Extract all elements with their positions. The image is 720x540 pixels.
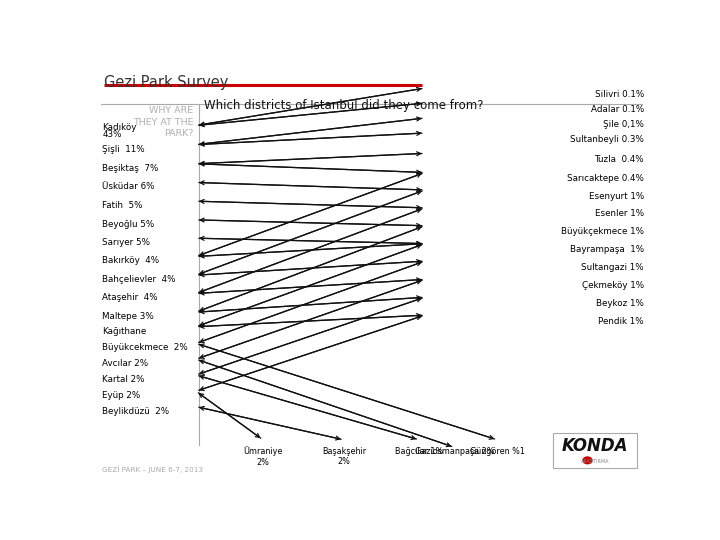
Text: Ataşehir  4%: Ataşehir 4% [102,294,158,302]
Text: Şişli  11%: Şişli 11% [102,145,145,154]
Text: Sarıyer 5%: Sarıyer 5% [102,238,150,247]
Text: KONDA: KONDA [562,437,629,455]
Text: Başakşehir
2%: Başakşehir 2% [322,447,366,466]
Text: Tuzla  0.4%: Tuzla 0.4% [595,155,644,164]
Text: ARAŞTIRMA: ARAŞTIRMA [581,458,609,463]
Text: Avcılar 2%: Avcılar 2% [102,359,148,368]
Text: Büyükcekmece  2%: Büyükcekmece 2% [102,343,188,353]
Text: Beşiktaş  7%: Beşiktaş 7% [102,164,158,173]
Text: WHY ARE
THEY AT THE
PARK?: WHY ARE THEY AT THE PARK? [132,106,193,138]
Text: GEZİ PARK – JUNE 6-7, 2013: GEZİ PARK – JUNE 6-7, 2013 [102,465,203,472]
Text: Bakırköy  4%: Bakırköy 4% [102,256,159,266]
FancyBboxPatch shape [553,433,637,468]
Text: Which districts of Istanbul did they come from?: Which districts of Istanbul did they com… [204,99,484,112]
Text: Sultanbeyli 0.3%: Sultanbeyli 0.3% [570,134,644,144]
Text: Fatih  5%: Fatih 5% [102,201,143,210]
Text: Gaziosmanpaşa 2%: Gaziosmanpaşa 2% [415,447,494,456]
Text: Sultangazi 1%: Sultangazi 1% [582,263,644,272]
Text: Güngören %1: Güngören %1 [470,447,525,456]
Text: Kadıköy: Kadıköy [102,123,137,132]
Circle shape [583,457,592,464]
Text: Pendik 1%: Pendik 1% [598,317,644,326]
Text: Silivri 0.1%: Silivri 0.1% [595,90,644,99]
Text: Bayrampаşa  1%: Bayrampаşa 1% [570,245,644,254]
Text: 43%: 43% [102,131,122,139]
Text: Eyüp 2%: Eyüp 2% [102,391,140,400]
Text: Büyükçekmece 1%: Büyükçekmece 1% [561,227,644,237]
Text: Kağıthane: Kağıthane [102,327,147,336]
Text: Üsküdar 6%: Üsküdar 6% [102,183,155,192]
Text: Beylikdüzü  2%: Beylikdüzü 2% [102,407,169,416]
Text: Bahçelievler  4%: Bahçelievler 4% [102,275,176,284]
Text: Beykoz 1%: Beykoz 1% [596,299,644,308]
Text: Gezi Park Survey: Gezi Park Survey [104,75,228,90]
Text: Sarıcaktepe 0.4%: Sarıcaktepe 0.4% [567,174,644,183]
Text: Beyоğlu 5%: Beyоğlu 5% [102,220,155,229]
Text: Çekmeköy 1%: Çekmeköy 1% [582,281,644,290]
Text: Şile 0,1%: Şile 0,1% [603,120,644,129]
Text: Kartal 2%: Kartal 2% [102,375,145,384]
Text: Adalar 0.1%: Adalar 0.1% [591,105,644,114]
Text: Esenler 1%: Esenler 1% [595,210,644,219]
Text: Esenyurt 1%: Esenyurt 1% [589,192,644,201]
Text: Bağcılar 1%: Bağcılar 1% [395,447,444,456]
Text: Maltepe 3%: Maltepe 3% [102,312,154,321]
Text: Ümraniye
2%: Ümraniye 2% [243,447,283,467]
